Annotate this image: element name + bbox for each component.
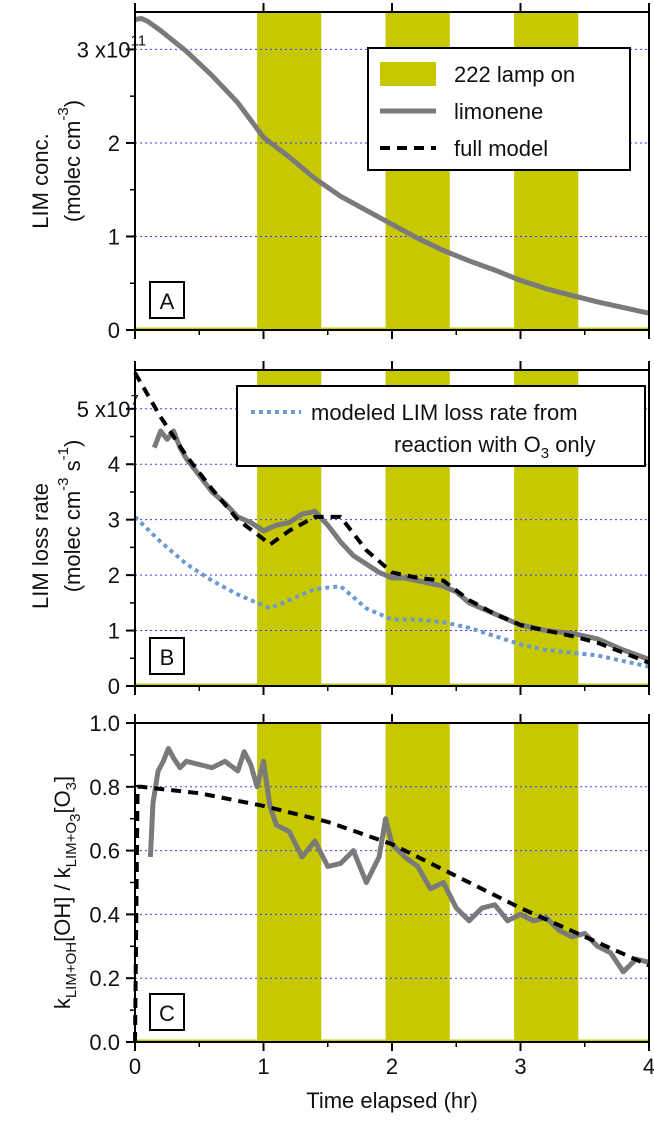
y-title-c-o3-sub: 3 bbox=[63, 782, 80, 790]
y-title-c-k1-sub: LIM+OH bbox=[63, 942, 80, 998]
y-tick-label-c-4: 0.8 bbox=[89, 775, 120, 800]
y-title-a-pre: (molec cm bbox=[60, 121, 85, 222]
series-b-full-model bbox=[133, 371, 650, 665]
y-axis-title-c: kLIM+OH[OH] / kLIM+O3[O3] bbox=[50, 776, 84, 1009]
y-tick-label-b-2: 2 bbox=[108, 563, 120, 588]
y-title-c-k1: k bbox=[50, 997, 75, 1009]
x-axis-title: Time elapsed (hr) bbox=[306, 1088, 478, 1113]
exponent-base-a: x10 bbox=[95, 37, 130, 62]
y-tick-label-b-3: 3 bbox=[108, 508, 120, 533]
y-tick-label-a-1: 1 bbox=[108, 224, 120, 249]
y-title-c-o3-post: ] bbox=[50, 776, 75, 782]
legend-label-o3-line2: reaction with O3 only bbox=[394, 432, 596, 462]
exponent-power-a: 11 bbox=[130, 32, 146, 49]
y-title-c-mid: [OH] / k bbox=[50, 866, 75, 942]
y-tick-label-c-1: 0.2 bbox=[89, 966, 120, 991]
exponent-base-b: x10 bbox=[95, 397, 130, 422]
legend-o3-pre: reaction with O bbox=[394, 432, 541, 457]
series-a-limonene bbox=[134, 16, 650, 316]
y-tick-label-c-2: 0.4 bbox=[89, 902, 120, 927]
y-title-b-pre: (molec cm bbox=[60, 491, 85, 592]
y-axis-title-a-line2: (molec cm-3) bbox=[55, 100, 85, 222]
x-tick-label-4: 4 bbox=[643, 1054, 654, 1079]
legend-b bbox=[236, 385, 646, 467]
y-tick-label-b-4: 4 bbox=[108, 452, 120, 477]
panel-label-box-c bbox=[149, 993, 185, 1031]
exponent-a: x1011 bbox=[95, 32, 146, 62]
x-tick-label-3: 3 bbox=[514, 1054, 526, 1079]
y-title-b-post: ) bbox=[60, 440, 85, 447]
lamp-on-band-c-3 bbox=[514, 723, 579, 1042]
plot-frame-c bbox=[134, 722, 650, 1043]
y-axis-title-a-line1: LIM conc. bbox=[28, 133, 53, 228]
y-title-b-sup1: -3 bbox=[55, 478, 72, 491]
y-title-c-k2-subsub: 3 bbox=[67, 814, 84, 822]
series-b-modeled-lim-loss-rate-from-reaction-with-o3-only bbox=[133, 515, 650, 669]
y-title-c-k2-sub: LIM+O bbox=[63, 822, 80, 867]
series-c-full-model bbox=[133, 784, 650, 1043]
legend-label-o3-line1: modeled LIM loss rate from bbox=[311, 400, 578, 425]
x-tick-label-0: 0 bbox=[129, 1054, 141, 1079]
y-title-a-post: ) bbox=[60, 100, 85, 107]
x-tick-label-1: 1 bbox=[257, 1054, 269, 1079]
panel-label-c: C bbox=[159, 1001, 175, 1026]
y-tick-label-b-0: 0 bbox=[108, 674, 120, 699]
y-tick-label-a-2: 2 bbox=[108, 131, 120, 156]
y-title-c-o3-pre: [O bbox=[50, 790, 75, 813]
plot-frame-b bbox=[134, 369, 650, 687]
y-tick-label-c-3: 0.6 bbox=[89, 839, 120, 864]
legend-label-limonene: limonene bbox=[454, 99, 543, 124]
y-tick-label-a-3: 3 bbox=[77, 37, 89, 62]
panel-label-a: A bbox=[160, 289, 175, 314]
legend-o3-sub: 3 bbox=[541, 445, 549, 462]
legend-label-model: full model bbox=[454, 136, 548, 161]
series-c-limonene bbox=[147, 746, 650, 975]
y-title-b-mid: s bbox=[60, 460, 85, 477]
y-tick-label-a-0: 0 bbox=[108, 318, 120, 343]
y-tick-label-c-5: 1.0 bbox=[89, 711, 120, 736]
y-title-a-sup: -3 bbox=[55, 107, 72, 120]
x-tick-label-2: 2 bbox=[386, 1054, 398, 1079]
exponent-b: x107 bbox=[95, 392, 139, 422]
panel-label-box-b bbox=[149, 637, 185, 675]
legend-label-lamp: 222 lamp on bbox=[454, 62, 575, 87]
y-tick-label-c-0: 0.0 bbox=[89, 1030, 120, 1055]
y-tick-label-b-1: 1 bbox=[108, 619, 120, 644]
y-axis-title-b-line1: LIM loss rate bbox=[28, 483, 53, 609]
plot-frame-a bbox=[134, 11, 650, 331]
y-title-b-sup2: -1 bbox=[55, 447, 72, 460]
x-axis: 0 1 2 3 4 Time elapsed (hr) bbox=[129, 1054, 654, 1113]
y-axis-title-b-line2: (molec cm-3 s-1) bbox=[55, 440, 85, 593]
panel-label-box-a bbox=[149, 281, 185, 319]
legend-o3-post: only bbox=[549, 432, 595, 457]
y-tick-label-b-5: 5 bbox=[77, 397, 89, 422]
legend-swatch-lamp bbox=[380, 62, 436, 86]
lamp-on-band-a-1 bbox=[257, 12, 322, 330]
panel-label-b: B bbox=[160, 645, 175, 670]
